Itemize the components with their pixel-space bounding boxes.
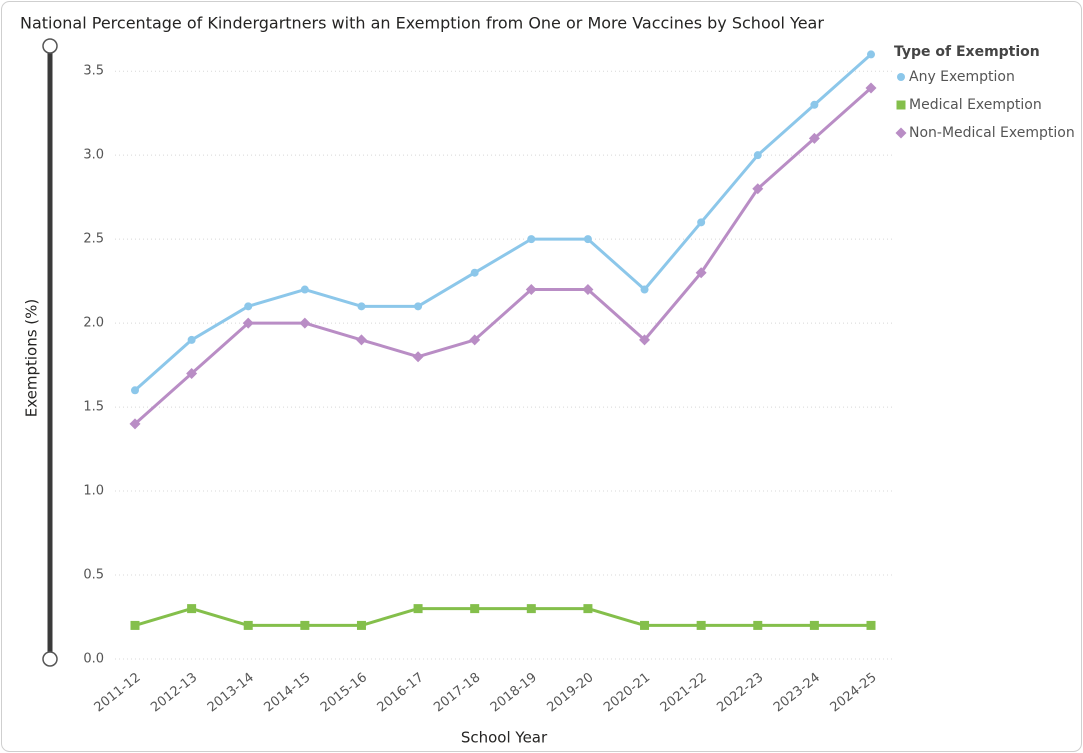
y-tick-label: 2.0 — [83, 316, 104, 331]
data-point — [244, 302, 253, 311]
y-tick-label: 0.5 — [83, 568, 104, 583]
data-point — [186, 367, 198, 379]
data-point — [527, 235, 536, 244]
data-point — [412, 351, 424, 363]
data-point — [867, 50, 875, 59]
data-point — [639, 334, 651, 346]
data-point — [299, 317, 311, 329]
slider-handle[interactable] — [42, 651, 58, 667]
data-point — [583, 235, 592, 244]
legend-title: Type of Exemption — [894, 44, 1040, 60]
data-point — [526, 604, 536, 614]
data-point — [300, 285, 309, 294]
data-point — [808, 132, 820, 144]
legend-marker — [897, 73, 905, 81]
legend-label: Any Exemption — [909, 69, 1015, 85]
data-point — [242, 317, 254, 329]
data-point — [130, 620, 140, 630]
data-point — [640, 620, 650, 630]
data-point — [357, 302, 366, 311]
data-point — [470, 604, 480, 614]
legend-label: Non-Medical Exemption — [909, 125, 1075, 141]
series-line — [134, 53, 872, 392]
data-point — [243, 620, 253, 630]
legend-label: Medical Exemption — [909, 97, 1042, 113]
data-point — [187, 604, 197, 614]
data-point — [810, 100, 819, 109]
y-tick-label: 2.5 — [83, 232, 104, 247]
data-point — [697, 218, 706, 227]
data-point — [356, 620, 366, 630]
data-point — [469, 334, 481, 346]
data-point — [753, 151, 762, 160]
series-line — [134, 607, 871, 627]
y-tick-label: 1.0 — [83, 484, 104, 499]
data-point — [300, 620, 310, 630]
y-tick-label: 1.5 — [83, 400, 104, 415]
data-point — [695, 267, 707, 279]
y-tick-label: 3.5 — [83, 64, 104, 79]
data-point — [129, 418, 141, 430]
data-point — [753, 620, 763, 630]
data-point — [414, 302, 423, 311]
series-line — [134, 86, 872, 425]
data-point — [866, 620, 876, 630]
legend-marker — [896, 100, 906, 110]
data-point — [865, 82, 877, 94]
data-point — [752, 183, 764, 195]
y-axis-title: Exemptions (%) — [23, 299, 41, 418]
data-point — [640, 285, 649, 294]
x-axis-title: School Year — [461, 729, 548, 747]
data-point — [131, 386, 139, 395]
data-point — [525, 284, 537, 296]
y-tick-label: 3.0 — [83, 148, 104, 163]
data-point — [187, 335, 196, 344]
data-point — [413, 604, 423, 614]
data-point — [696, 620, 706, 630]
y-tick-label: 0.0 — [83, 652, 104, 667]
data-point — [355, 334, 367, 346]
data-point — [809, 620, 819, 630]
data-point — [582, 284, 594, 296]
data-point — [470, 268, 479, 277]
chart-title: National Percentage of Kindergartners wi… — [20, 14, 824, 33]
slider-handle[interactable] — [42, 38, 58, 54]
legend-marker — [895, 127, 907, 139]
data-point — [583, 604, 593, 614]
